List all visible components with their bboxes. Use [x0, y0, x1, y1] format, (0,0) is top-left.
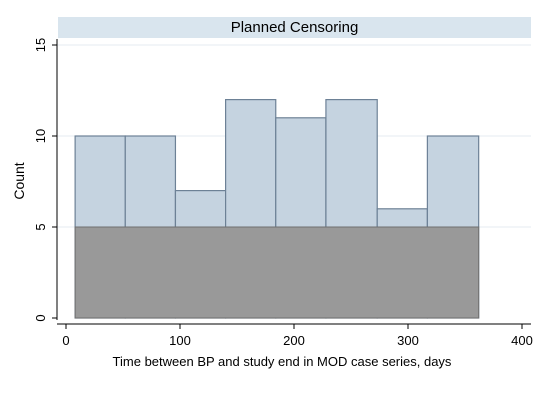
shaded-band: [74, 226, 480, 319]
x-tick-label: 100: [169, 333, 191, 348]
x-tick-label: 200: [283, 333, 305, 348]
x-tick-label: 0: [62, 333, 69, 348]
y-tick-label: 0: [33, 314, 48, 321]
axes-group: 0 5 10 15 0 100 200 300 400: [33, 38, 533, 348]
y-tick-label: 10: [33, 129, 48, 143]
chart-title: Planned Censoring: [231, 19, 359, 36]
y-tick-label: 15: [33, 38, 48, 52]
shaded-band-group: [74, 226, 480, 319]
y-tick-label: 5: [33, 223, 48, 230]
x-tick-label: 300: [397, 333, 419, 348]
x-axis-label: Time between BP and study end in MOD cas…: [113, 354, 452, 369]
y-axis-label: Count: [11, 162, 27, 199]
title-strip: [58, 17, 531, 38]
x-tick-label: 400: [511, 333, 533, 348]
